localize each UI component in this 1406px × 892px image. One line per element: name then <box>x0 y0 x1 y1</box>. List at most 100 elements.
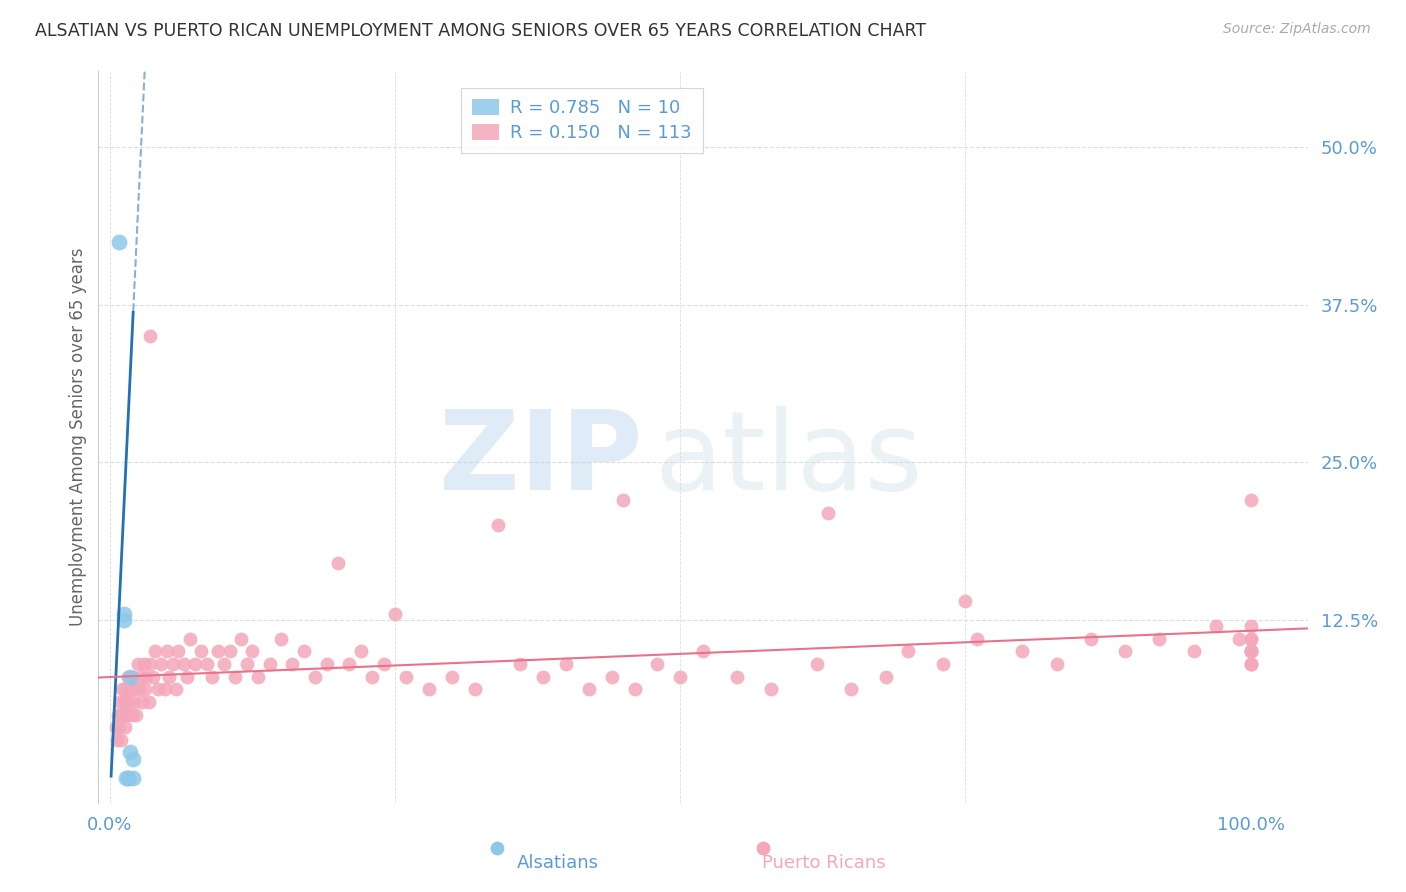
Point <box>124 682 146 697</box>
Point <box>817 506 839 520</box>
Point <box>112 607 135 621</box>
Point <box>142 670 165 684</box>
Point <box>145 644 167 658</box>
Legend: R = 0.785   N = 10, R = 0.150   N = 113: R = 0.785 N = 10, R = 0.150 N = 113 <box>461 87 703 153</box>
Point <box>464 682 486 697</box>
Point <box>108 720 131 734</box>
Point <box>373 657 395 671</box>
Point <box>304 670 326 684</box>
Point <box>146 682 169 697</box>
Point <box>395 670 418 684</box>
Point <box>104 720 127 734</box>
Y-axis label: Unemployment Among Seniors over 65 years: Unemployment Among Seniors over 65 years <box>69 248 87 626</box>
Point <box>441 670 464 684</box>
Point <box>108 235 131 249</box>
Point <box>555 657 578 671</box>
Point <box>1239 657 1261 671</box>
Point <box>128 682 150 697</box>
Point <box>114 771 136 785</box>
Point <box>955 594 977 608</box>
Point <box>326 556 349 570</box>
Point <box>315 657 337 671</box>
Point <box>531 670 554 684</box>
Point <box>1239 657 1261 671</box>
Point <box>129 670 152 684</box>
Point <box>212 657 235 671</box>
Point <box>669 670 692 684</box>
Text: atlas: atlas <box>655 406 924 513</box>
Point <box>207 644 229 658</box>
Point <box>725 670 748 684</box>
Point <box>114 695 136 709</box>
Point <box>121 707 143 722</box>
Point <box>127 657 149 671</box>
Point <box>110 707 132 722</box>
Point <box>112 613 135 627</box>
Point <box>1149 632 1171 646</box>
Point <box>1227 632 1250 646</box>
Point <box>121 670 143 684</box>
Point <box>1239 619 1261 633</box>
Point <box>1239 632 1261 646</box>
Point <box>121 771 143 785</box>
Point <box>120 670 142 684</box>
Point <box>270 632 292 646</box>
Point <box>107 707 129 722</box>
Point <box>139 329 162 343</box>
Point <box>111 682 134 697</box>
Point <box>761 682 783 697</box>
Point <box>201 670 224 684</box>
Point <box>229 632 252 646</box>
Point <box>1239 632 1261 646</box>
Point <box>112 695 135 709</box>
Point <box>966 632 988 646</box>
Point <box>509 657 531 671</box>
Point <box>1046 657 1069 671</box>
Point <box>475 848 498 863</box>
Point <box>1080 632 1102 646</box>
Point <box>1239 493 1261 508</box>
Point <box>112 707 135 722</box>
Point <box>167 644 190 658</box>
Text: Alsatians: Alsatians <box>517 854 599 872</box>
Point <box>114 682 136 697</box>
Point <box>190 644 212 658</box>
Point <box>131 695 153 709</box>
Point <box>121 752 143 766</box>
Point <box>281 657 304 671</box>
Point <box>157 670 180 684</box>
Point <box>117 771 139 785</box>
Point <box>292 644 315 658</box>
Point <box>179 632 201 646</box>
Point <box>247 670 270 684</box>
Point <box>139 657 162 671</box>
Point <box>122 695 145 709</box>
Point <box>806 657 828 671</box>
Point <box>350 644 373 658</box>
Point <box>1114 644 1136 658</box>
Point <box>1239 644 1261 658</box>
Point <box>120 745 142 759</box>
Point <box>117 670 139 684</box>
Text: Puerto Ricans: Puerto Ricans <box>762 854 886 872</box>
Point <box>931 657 953 671</box>
Point <box>120 682 142 697</box>
Point <box>173 657 195 671</box>
Point <box>242 644 264 658</box>
Point <box>897 644 920 658</box>
Point <box>176 670 198 684</box>
Point <box>195 657 218 671</box>
Point <box>150 657 173 671</box>
Text: ALSATIAN VS PUERTO RICAN UNEMPLOYMENT AMONG SENIORS OVER 65 YEARS CORRELATION CH: ALSATIAN VS PUERTO RICAN UNEMPLOYMENT AM… <box>35 22 927 40</box>
Point <box>118 695 141 709</box>
Point <box>692 644 714 658</box>
Point <box>1182 644 1205 658</box>
Point <box>115 682 138 697</box>
Point <box>115 707 138 722</box>
Point <box>153 682 176 697</box>
Point <box>1239 644 1261 658</box>
Point <box>1239 644 1261 658</box>
Point <box>138 695 160 709</box>
Point <box>125 707 148 722</box>
Point <box>612 493 634 508</box>
